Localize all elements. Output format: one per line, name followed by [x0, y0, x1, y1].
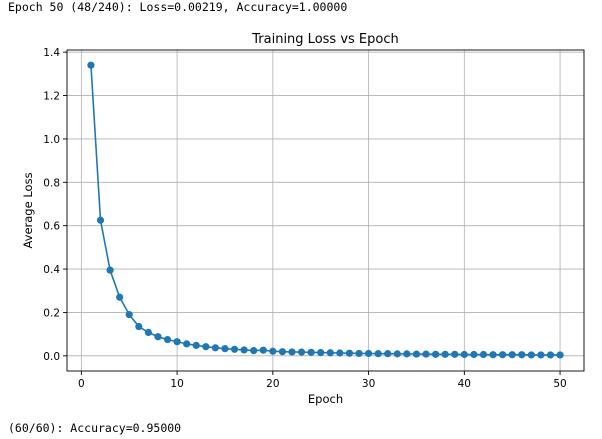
loss-data-point	[470, 350, 478, 359]
loss-data-point	[116, 293, 124, 301]
chart-title: Training Loss vs Epoch	[251, 32, 398, 47]
loss-data-point	[374, 350, 382, 358]
loss-data-point	[441, 350, 449, 358]
loss-data-point	[144, 328, 152, 336]
plot-frame	[66, 49, 585, 372]
loss-data-point	[269, 347, 277, 355]
loss-data-point	[537, 351, 545, 359]
x-tick-label: 10	[170, 378, 183, 390]
loss-data-point	[250, 347, 258, 355]
x-tick-label: 20	[266, 378, 279, 390]
loss-data-point	[288, 348, 296, 356]
loss-data-point	[307, 348, 315, 356]
loss-data-point	[87, 61, 95, 69]
y-tick-label: 0.8	[43, 177, 60, 189]
loss-data-point	[96, 216, 105, 224]
loss-data-point	[240, 346, 248, 354]
loss-data-point	[106, 266, 114, 274]
loss-data-point	[278, 348, 287, 356]
loss-series-line	[90, 65, 561, 356]
loss-data-point	[183, 340, 191, 348]
x-tick-label: 50	[553, 378, 566, 390]
loss-data-point	[393, 350, 401, 358]
loss-data-point	[499, 351, 507, 359]
loss-data-point	[230, 345, 239, 353]
y-tick-label: 1.2	[43, 91, 60, 103]
loss-data-point	[336, 349, 344, 357]
training-loss-chart: 0 10 20 30 40 50 0.0 0.2 0.4 0.6 0.8 1.0 1.2 1.4 Trai…	[21, 32, 585, 406]
loss-data-point	[163, 335, 172, 344]
loss-data-point	[489, 351, 497, 359]
loss-data-point	[518, 351, 526, 359]
y-tick-label: 0.2	[43, 307, 60, 319]
loss-data-point	[451, 350, 459, 358]
loss-data-point	[135, 322, 143, 331]
loss-data-point	[556, 351, 564, 359]
training-log-line: Epoch 50 (48/240): Loss=0.00219, Accurac…	[8, 0, 348, 14]
loss-data-point	[345, 349, 354, 357]
tick-layer: 0 10 20 30 40 50 0.0 0.2 0.4 0.6 0.8 1.0 1.2 1.4	[43, 47, 566, 390]
y-tick-label: 0.4	[43, 264, 60, 276]
evaluation-log-line: (60/60): Accuracy=0.95000	[8, 421, 182, 435]
loss-data-point	[527, 351, 535, 359]
loss-data-point	[192, 341, 200, 350]
y-tick-label: 1.0	[43, 134, 60, 146]
loss-data-point	[412, 350, 421, 358]
loss-data-point	[173, 338, 181, 346]
loss-data-point	[355, 349, 363, 358]
loss-data-point	[202, 343, 210, 351]
series-layer	[87, 61, 564, 359]
x-tick-label: 0	[78, 378, 85, 390]
y-tick-label: 0.0	[43, 351, 60, 363]
loss-data-point	[364, 349, 373, 358]
y-axis-label: Average Loss	[21, 172, 35, 248]
loss-data-point	[460, 350, 468, 359]
loss-data-point	[211, 344, 219, 352]
loss-data-point	[125, 311, 133, 319]
loss-data-point	[403, 350, 411, 358]
loss-data-point	[317, 348, 325, 357]
loss-data-point	[479, 350, 488, 359]
loss-data-point	[154, 333, 162, 341]
y-tick-label: 1.4	[43, 47, 60, 59]
loss-data-point	[326, 349, 334, 357]
x-axis-label: Epoch	[308, 392, 343, 406]
loss-data-point	[508, 351, 516, 359]
grid-layer	[67, 50, 584, 371]
loss-data-point	[546, 351, 555, 359]
x-tick-label: 30	[362, 378, 375, 390]
y-tick-label: 0.6	[43, 221, 60, 233]
loss-data-point	[259, 346, 267, 354]
loss-data-point	[422, 350, 430, 358]
loss-data-point	[221, 345, 229, 353]
loss-data-point	[384, 350, 392, 358]
loss-data-point	[432, 350, 440, 358]
x-tick-label: 40	[458, 378, 471, 390]
loss-data-point	[297, 348, 306, 356]
